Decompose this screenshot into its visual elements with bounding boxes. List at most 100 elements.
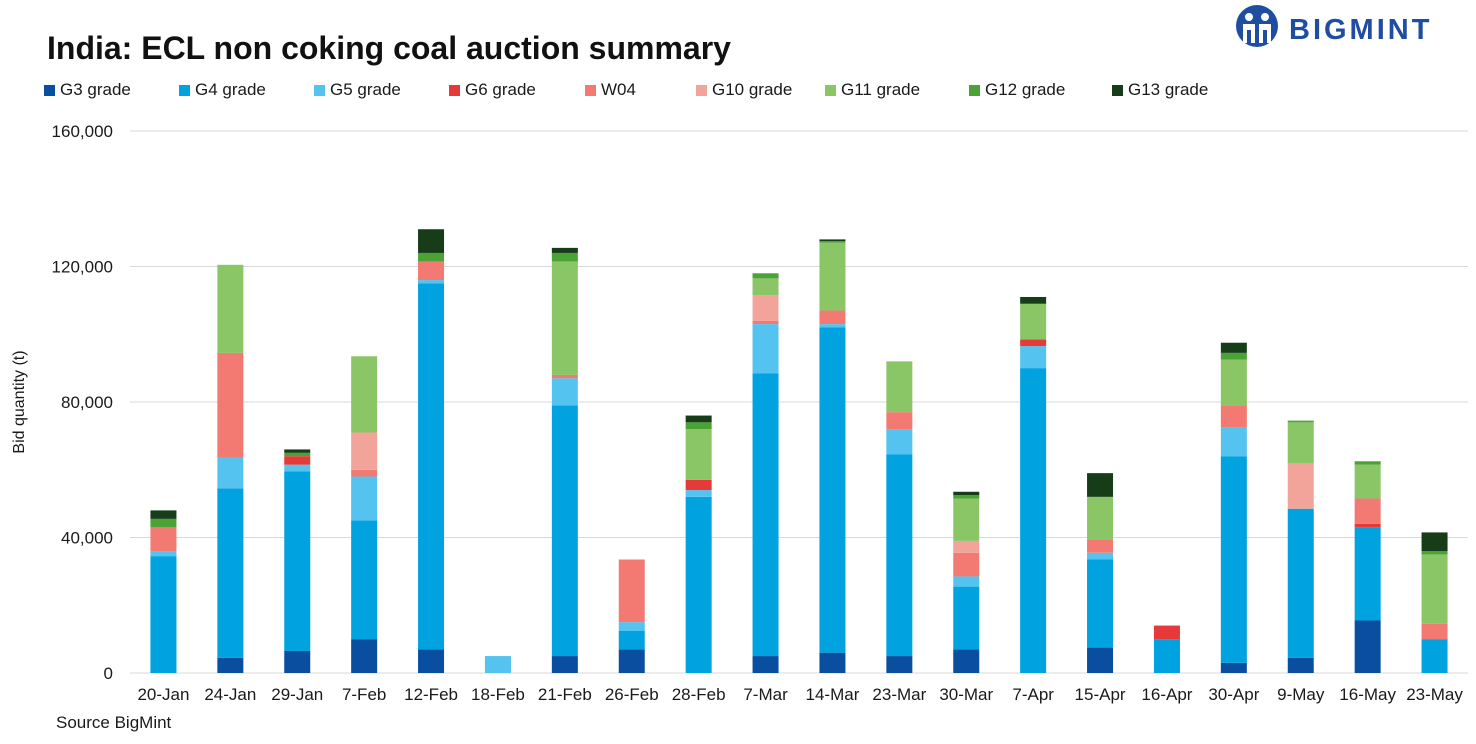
bigmint-logo: BIGMINT bbox=[1236, 5, 1432, 47]
x-tick-label: 18-Feb bbox=[471, 685, 525, 704]
bar-segment bbox=[1220, 427, 1247, 457]
legend-entry: W04 bbox=[585, 80, 636, 100]
legend-swatch bbox=[696, 84, 707, 96]
bar-segment bbox=[1287, 508, 1314, 658]
y-tick-label: 40,000 bbox=[61, 529, 113, 548]
x-tick-label: 29-Jan bbox=[271, 685, 323, 704]
bar-segment bbox=[752, 320, 779, 325]
legend-swatch bbox=[585, 84, 596, 96]
bar-segment bbox=[150, 556, 177, 673]
bar-segment bbox=[752, 273, 779, 279]
legend-swatch bbox=[825, 84, 836, 96]
bar-segment bbox=[150, 510, 177, 519]
x-tick-label: 28-Feb bbox=[672, 685, 726, 704]
source-note: Source BigMint bbox=[56, 713, 172, 732]
legend-label: G10 grade bbox=[712, 80, 793, 99]
x-tick-label: 21-Feb bbox=[538, 685, 592, 704]
bar-segment bbox=[418, 252, 445, 262]
bar-segment bbox=[1354, 620, 1381, 673]
legend-entry: G10 grade bbox=[696, 80, 792, 100]
y-tick-label: 80,000 bbox=[61, 393, 113, 412]
bar-segment bbox=[1220, 405, 1247, 428]
bar-segment bbox=[1087, 559, 1114, 648]
y-axis-label: Bid quantity (t) bbox=[11, 350, 28, 453]
bar-segment bbox=[819, 310, 846, 325]
bar-segment bbox=[953, 540, 980, 553]
legend-entry: G5 grade bbox=[314, 80, 401, 100]
bar-segment bbox=[217, 352, 244, 458]
bar-segment bbox=[953, 586, 980, 650]
bar-segment bbox=[351, 469, 378, 477]
bar-segment bbox=[1020, 339, 1047, 347]
bar-segment bbox=[1020, 346, 1047, 369]
bar-segment bbox=[1421, 639, 1448, 673]
y-tick-label: 160,000 bbox=[52, 122, 113, 141]
chart-title: India: ECL non coking coal auction summa… bbox=[47, 30, 731, 66]
bar-segment bbox=[284, 452, 311, 457]
bar-segment bbox=[819, 242, 846, 311]
bar-segment bbox=[1421, 532, 1448, 552]
legend-swatch bbox=[1112, 84, 1123, 96]
bar-segment bbox=[351, 356, 378, 433]
bar-segment bbox=[1287, 462, 1314, 509]
bar-segment bbox=[150, 518, 177, 528]
bar-segment bbox=[150, 551, 177, 557]
bar-segment bbox=[1421, 551, 1448, 555]
x-tick-label: 30-Mar bbox=[939, 685, 993, 704]
bar-segment bbox=[886, 454, 913, 657]
bar-segment bbox=[1020, 368, 1047, 673]
bar-segment bbox=[1220, 352, 1247, 360]
bar-segment bbox=[418, 261, 445, 281]
bar-segment bbox=[1287, 420, 1314, 423]
bar-segment bbox=[1354, 527, 1381, 621]
bar-segment bbox=[886, 361, 913, 413]
bar-segment bbox=[685, 496, 712, 673]
x-tick-label: 26-Feb bbox=[605, 685, 659, 704]
legend-label: W04 bbox=[601, 80, 636, 99]
bar-segment bbox=[953, 552, 980, 577]
x-tick-label: 14-Mar bbox=[806, 685, 860, 704]
bar-segment bbox=[1421, 554, 1448, 624]
bar-segment bbox=[284, 471, 311, 651]
bar-segment bbox=[685, 415, 712, 423]
bar-segment bbox=[1087, 539, 1114, 553]
x-tick-label: 9-May bbox=[1277, 685, 1325, 704]
bar-segment bbox=[284, 456, 311, 465]
bar-segment bbox=[1087, 496, 1114, 540]
bar-segment bbox=[418, 283, 445, 650]
legend-label: G11 grade bbox=[841, 80, 921, 99]
bar-segment bbox=[351, 639, 378, 673]
bar-segment bbox=[685, 479, 712, 491]
brand-name: BIGMINT bbox=[1289, 14, 1432, 46]
x-tick-label: 12-Feb bbox=[404, 685, 458, 704]
legend-label: G5 grade bbox=[330, 80, 401, 99]
x-tick-label: 30-Apr bbox=[1208, 685, 1259, 704]
legend-label: G4 grade bbox=[195, 80, 266, 99]
bar-segment bbox=[618, 630, 645, 650]
legend-entry: G13 grade bbox=[1112, 80, 1208, 100]
bar-segment bbox=[1220, 342, 1247, 353]
bar-segment bbox=[886, 429, 913, 455]
legend-swatch bbox=[44, 84, 55, 96]
bar-segment bbox=[551, 374, 578, 379]
bar-segment bbox=[1354, 464, 1381, 499]
legend-entry: G3 grade bbox=[44, 80, 131, 100]
y-tick-label: 0 bbox=[104, 664, 113, 683]
bar-segment bbox=[1354, 461, 1381, 465]
x-tick-label: 16-Apr bbox=[1141, 685, 1192, 704]
bar-segment bbox=[284, 650, 311, 673]
bar-segment bbox=[484, 656, 511, 673]
bar-segment bbox=[1421, 623, 1448, 640]
bar-segment bbox=[685, 490, 712, 497]
bar-segment bbox=[752, 324, 779, 374]
bar-segment bbox=[1087, 473, 1114, 497]
bar-segment bbox=[284, 464, 311, 472]
bigmint-logo-icon bbox=[1236, 5, 1278, 47]
legend-swatch bbox=[969, 84, 980, 96]
x-tick-label: 15-Apr bbox=[1075, 685, 1126, 704]
bar-segment bbox=[351, 520, 378, 640]
bar-segment bbox=[752, 295, 779, 321]
x-tick-label: 7-Apr bbox=[1012, 685, 1054, 704]
x-tick-label: 7-Mar bbox=[743, 685, 788, 704]
